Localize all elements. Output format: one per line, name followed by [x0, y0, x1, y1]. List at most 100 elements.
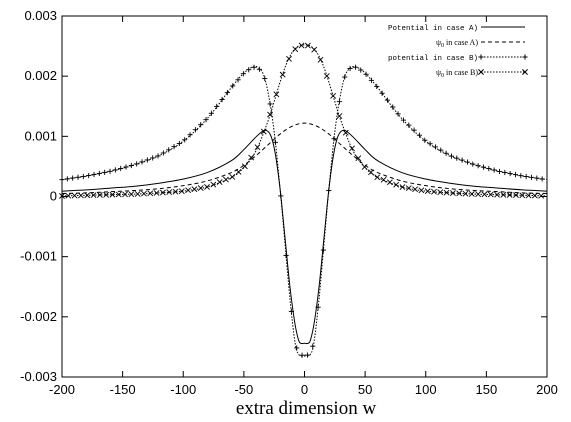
data-point — [294, 345, 300, 351]
legend-entry: potential in case B) — [388, 54, 528, 63]
data-point — [347, 65, 353, 72]
data-point — [178, 188, 185, 195]
data-point — [525, 192, 532, 199]
data-point — [235, 168, 242, 175]
data-point — [84, 192, 91, 199]
data-point — [229, 173, 236, 180]
data-point — [384, 97, 391, 103]
data-point — [395, 111, 401, 117]
y-tick-label: 0.001 — [24, 128, 57, 143]
data-point — [134, 191, 141, 197]
series-line — [61, 129, 548, 345]
data-point — [65, 192, 72, 199]
data-point — [480, 164, 487, 170]
y-tick-label: 0.002 — [24, 68, 57, 83]
data-point — [112, 167, 118, 173]
data-point — [506, 192, 513, 198]
data-point — [59, 177, 65, 183]
data-point — [361, 164, 368, 170]
series-line — [61, 44, 548, 197]
data-point — [500, 191, 507, 198]
data-point — [273, 91, 280, 98]
data-point — [241, 163, 248, 170]
data-point — [216, 179, 223, 185]
data-point — [459, 157, 465, 163]
data-point — [70, 175, 76, 181]
data-point — [342, 129, 349, 136]
data-point — [77, 192, 84, 199]
data-point — [528, 174, 535, 180]
data-point — [336, 113, 343, 119]
data-point — [254, 144, 261, 151]
data-point — [71, 192, 78, 199]
data-point — [288, 308, 295, 315]
series-1 — [61, 129, 548, 345]
data-point — [538, 192, 545, 199]
legend-label: ψ0 in case A) — [436, 38, 478, 49]
data-point — [379, 90, 385, 96]
data-point — [358, 67, 364, 73]
data-point — [468, 191, 475, 197]
x-tick-label: -150 — [110, 382, 136, 397]
data-point — [487, 191, 494, 198]
data-point — [260, 128, 267, 135]
data-point — [349, 145, 355, 152]
data-point — [267, 111, 273, 118]
data-point — [272, 139, 278, 145]
data-point — [191, 186, 198, 193]
data-point — [91, 171, 97, 178]
data-point — [326, 187, 332, 194]
data-point — [279, 71, 286, 78]
data-point — [448, 153, 455, 159]
data-point — [363, 71, 369, 77]
data-point — [299, 352, 305, 358]
data-point — [155, 153, 161, 159]
data-point — [153, 190, 160, 196]
data-point — [486, 165, 492, 172]
data-point — [210, 181, 217, 188]
data-point — [96, 192, 103, 198]
data-point — [262, 75, 268, 82]
legend-label: potential in case B) — [388, 55, 478, 63]
data-point — [59, 192, 65, 199]
data-point — [128, 191, 135, 198]
data-point — [90, 192, 97, 199]
y-tick-label: -0.003 — [20, 369, 57, 384]
data-point — [197, 185, 204, 191]
data-point — [187, 132, 193, 138]
data-point — [443, 189, 450, 196]
data-point — [248, 154, 255, 161]
data-point — [150, 155, 156, 161]
series-layer — [59, 42, 548, 358]
data-point — [166, 147, 172, 153]
data-point — [224, 90, 230, 96]
data-point — [172, 188, 179, 195]
data-point — [454, 155, 460, 161]
data-point — [475, 191, 482, 198]
data-point — [496, 168, 503, 175]
data-point — [134, 161, 140, 167]
data-point — [311, 46, 318, 53]
data-point — [185, 187, 192, 194]
data-point — [315, 304, 321, 310]
legend-label: Potential in case A) — [388, 25, 478, 33]
data-point — [481, 191, 488, 198]
data-point — [475, 163, 481, 169]
data-point — [374, 174, 381, 181]
data-point — [470, 161, 476, 167]
data-point — [246, 67, 252, 73]
data-point — [147, 190, 154, 197]
data-point — [464, 159, 471, 165]
data-point — [386, 179, 393, 186]
data-point — [456, 190, 463, 197]
data-point — [513, 192, 519, 199]
data-point — [102, 169, 108, 175]
data-point — [494, 191, 500, 198]
data-point — [123, 164, 129, 170]
data-point — [519, 192, 526, 199]
data-point — [86, 172, 92, 179]
data-point — [256, 66, 262, 72]
data-point — [286, 55, 292, 62]
data-point — [139, 159, 145, 165]
data-point — [223, 176, 229, 183]
